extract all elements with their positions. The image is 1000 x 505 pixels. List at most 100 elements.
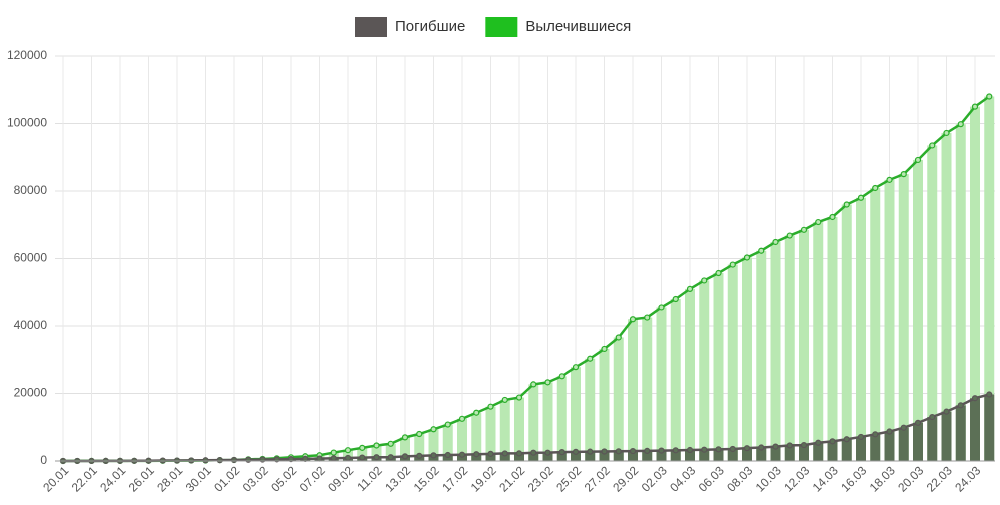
y-tick-label: 20000 [14,386,48,400]
bar [813,222,823,461]
point [574,449,579,454]
point [531,382,536,387]
bar [614,337,624,461]
point [816,220,821,225]
point [859,195,864,200]
point [987,392,992,397]
point [531,450,536,455]
x-tick-label: 16.03 [838,463,869,494]
bar [585,359,595,461]
point [588,449,593,454]
point [944,409,949,414]
bar [543,382,553,461]
legend-label: Вылечившиеся [525,18,631,35]
point [545,450,550,455]
x-tick-label: 09.02 [325,463,356,494]
point [502,397,507,402]
x-tick-label: 26.01 [126,463,157,494]
point [887,429,892,434]
bar [870,434,880,461]
point [417,432,422,437]
point [645,315,650,320]
point [189,458,194,463]
x-tick-label: 13.02 [382,463,413,494]
point [873,185,878,190]
bar [714,273,724,461]
point [859,434,864,439]
point [844,437,849,442]
point [730,446,735,451]
bar [742,257,752,461]
bar [771,242,781,461]
point [631,449,636,454]
point [916,420,921,425]
point [702,447,707,452]
point [460,452,465,457]
bar [942,412,952,461]
bar [642,318,652,461]
point [588,356,593,361]
point [559,450,564,455]
x-tick-label: 12.03 [781,463,812,494]
bar [600,349,610,461]
point [930,415,935,420]
point [773,444,778,449]
point [488,451,493,456]
point [973,396,978,401]
bar [628,319,638,461]
point [673,448,678,453]
x-tick-label: 04.03 [667,463,698,494]
bar [699,280,709,461]
point [987,94,992,99]
bar [927,145,937,461]
point [602,449,607,454]
bar [828,217,838,461]
bar [856,198,866,461]
bar [913,423,923,461]
point [659,305,664,310]
point [445,422,450,427]
point [787,443,792,448]
legend-swatch [485,17,517,37]
point [331,450,336,455]
x-tick-label: 29.02 [610,463,641,494]
legend-label: Погибшие [395,18,465,35]
x-tick-label: 05.02 [268,463,299,494]
point [759,248,764,253]
x-tick-label: 20.01 [40,463,71,494]
point [716,271,721,276]
bar [671,299,681,461]
point [659,448,664,453]
point [517,395,522,400]
point [916,157,921,162]
x-tick-label: 24.01 [97,463,128,494]
point [759,445,764,450]
point [203,458,208,463]
point [502,451,507,456]
x-tick-label: 22.03 [924,463,955,494]
point [730,262,735,267]
bar [842,439,852,461]
y-tick-label: 60000 [14,251,48,265]
point [360,455,365,460]
point [517,451,522,456]
point [787,233,792,238]
point [745,446,750,451]
x-tick-label: 21.02 [496,463,527,494]
point [246,457,251,462]
point [417,453,422,458]
x-tick-label: 24.03 [952,463,983,494]
point [673,297,678,302]
point [802,443,807,448]
bar [870,188,880,461]
x-tick-label: 08.03 [724,463,755,494]
bar [885,180,895,461]
point [816,440,821,445]
bar [657,307,667,461]
bar [984,395,994,461]
point [802,227,807,232]
point [346,455,351,460]
point [545,380,550,385]
x-tick-label: 18.03 [867,463,898,494]
